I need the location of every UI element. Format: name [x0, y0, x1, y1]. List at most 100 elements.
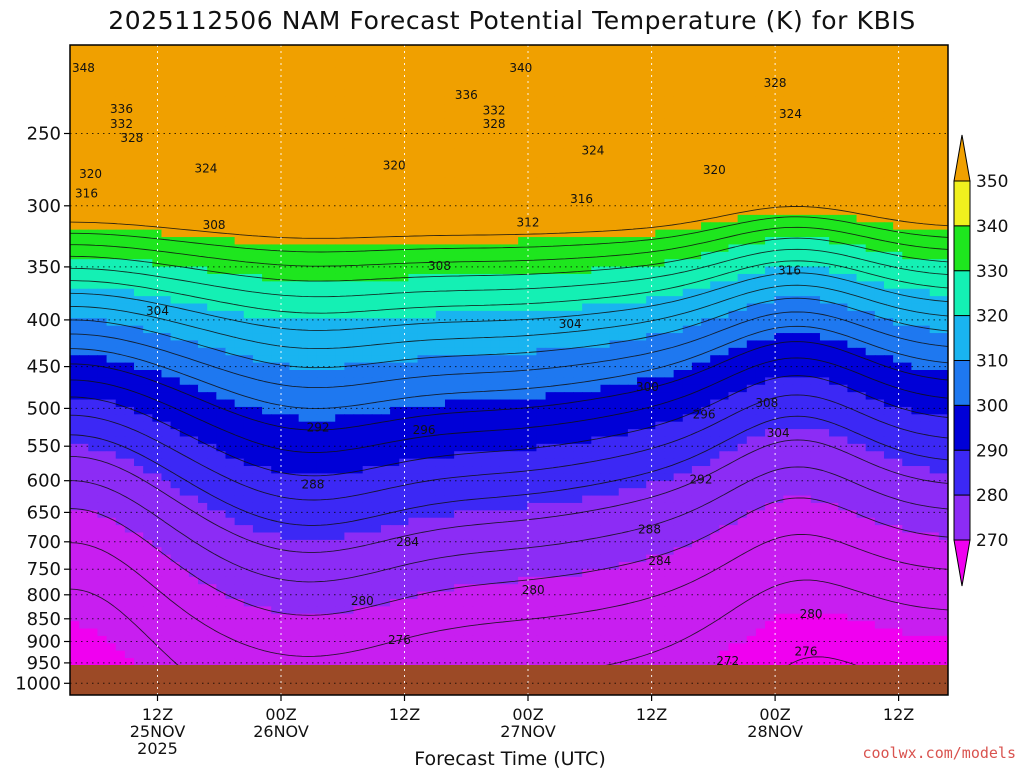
contour-label: 280 — [351, 594, 374, 608]
colorbar-segment — [953, 494, 971, 541]
contour-label: 280 — [522, 583, 545, 597]
y-tick-label: 250 — [27, 124, 61, 145]
x-tick-label: 12Z — [883, 705, 914, 724]
contour-label: 324 — [581, 144, 604, 158]
colorbar-label: 290 — [976, 441, 1008, 461]
colorbar-label: 270 — [976, 531, 1008, 551]
contour-label: 320 — [383, 159, 406, 173]
contour-label: 328 — [120, 131, 143, 145]
colorbar-label: 330 — [976, 262, 1008, 282]
x-tick-label: 25NOV — [130, 722, 186, 741]
contour-label: 308 — [203, 218, 226, 232]
contour-label: 292 — [690, 472, 713, 486]
x-tick-label: 00Z — [265, 705, 296, 724]
colorbar-label: 350 — [976, 172, 1008, 192]
ground-surface — [70, 665, 948, 695]
contour-label: 328 — [764, 76, 787, 90]
contour-label: 292 — [307, 421, 330, 435]
contour-label: 324 — [779, 107, 802, 121]
x-tick-label: 26NOV — [253, 722, 309, 741]
x-tick-label: 12Z — [142, 705, 173, 724]
colorbar-top-arrow — [953, 134, 971, 182]
colorbar-label: 300 — [976, 396, 1008, 416]
y-tick-label: 1000 — [15, 673, 61, 694]
y-tick-label: 600 — [27, 471, 61, 492]
y-tick-label: 450 — [27, 357, 61, 378]
colorbar-label: 340 — [976, 217, 1008, 237]
y-tick-label: 950 — [27, 653, 61, 674]
contour-label: 332 — [483, 104, 506, 118]
contour-labels: 3483363323283203163243083043403363323283… — [72, 61, 823, 668]
colorbar-segment — [953, 180, 971, 227]
contour-label: 336 — [455, 88, 478, 102]
colorbar-segment — [953, 225, 971, 272]
x-tick-label: 12Z — [636, 705, 667, 724]
colorbar-segment — [953, 360, 971, 406]
x-tick-label: 28NOV — [747, 722, 803, 741]
contour-label: 296 — [413, 423, 436, 437]
y-axis: 2503003504004505005506006507007508008509… — [15, 124, 70, 694]
contour-label: 320 — [703, 163, 726, 177]
y-tick-label: 500 — [27, 398, 61, 419]
grid-lines — [70, 45, 948, 695]
contour-label: 284 — [648, 554, 671, 568]
y-tick-label: 750 — [27, 559, 61, 580]
contour-label: 288 — [301, 478, 324, 492]
y-tick-label: 400 — [27, 310, 61, 331]
contour-label: 316 — [778, 263, 801, 277]
x-tick-label: 27NOV — [500, 722, 556, 741]
contour-label: 288 — [638, 523, 661, 537]
isentrope-paths — [70, 206, 948, 680]
contour-lines — [70, 206, 948, 680]
y-tick-label: 650 — [27, 502, 61, 523]
contour-label: 336 — [110, 102, 133, 116]
colorbar-label: 320 — [976, 307, 1008, 327]
y-tick-label: 700 — [27, 532, 61, 553]
y-tick-label: 800 — [27, 585, 61, 606]
contour-label: 324 — [194, 161, 217, 175]
colorbar-label: 310 — [976, 352, 1008, 372]
contour-label: 304 — [146, 304, 169, 318]
contour-label: 276 — [388, 633, 411, 647]
contour-label: 276 — [795, 645, 818, 659]
contour-label: 300 — [636, 380, 659, 394]
contour-label: 332 — [110, 117, 133, 131]
x-axis-label: Forecast Time (UTC) — [414, 748, 605, 768]
colorbar-label: 280 — [976, 486, 1008, 506]
contour-label: 328 — [483, 117, 506, 131]
plot-frame — [69, 44, 949, 696]
contour-label: 348 — [72, 61, 95, 75]
x-tick-label: 00Z — [759, 705, 790, 724]
x-tick-label: 2025 — [137, 739, 178, 758]
contour-label: 316 — [75, 187, 98, 201]
y-tick-label: 350 — [27, 257, 61, 278]
y-tick-label: 900 — [27, 632, 61, 653]
plot-area — [70, 45, 948, 695]
contour-label: 308 — [428, 259, 451, 273]
contour-label: 340 — [509, 61, 532, 75]
x-tick-label: 12Z — [389, 705, 420, 724]
colorbar-segment — [953, 315, 971, 362]
contour-label: 308 — [755, 396, 778, 410]
x-tick-label: 00Z — [512, 705, 543, 724]
colorbar-bottom-arrow — [953, 539, 971, 587]
y-tick-label: 850 — [27, 609, 61, 630]
colorbar-segment — [953, 270, 971, 317]
contour-label: 304 — [559, 317, 582, 331]
contour-label: 320 — [79, 167, 102, 181]
contour-label: 312 — [517, 216, 540, 230]
y-tick-label: 550 — [27, 436, 61, 457]
contour-label: 280 — [800, 607, 823, 621]
colorbar-segment — [953, 404, 971, 451]
contour-label: 272 — [716, 654, 739, 668]
contour-label: 304 — [767, 426, 790, 440]
y-tick-label: 300 — [27, 196, 61, 217]
chart-title: 2025112506 NAM Forecast Potential Temper… — [108, 6, 916, 35]
colorbar-segment — [953, 449, 971, 496]
credit-text: coolwx.com/models — [862, 744, 1016, 762]
contour-label: 296 — [693, 408, 716, 422]
color-legend: 350 340 330 320 310 300 290 280 270 — [953, 134, 1008, 587]
contour-label: 284 — [396, 535, 419, 549]
